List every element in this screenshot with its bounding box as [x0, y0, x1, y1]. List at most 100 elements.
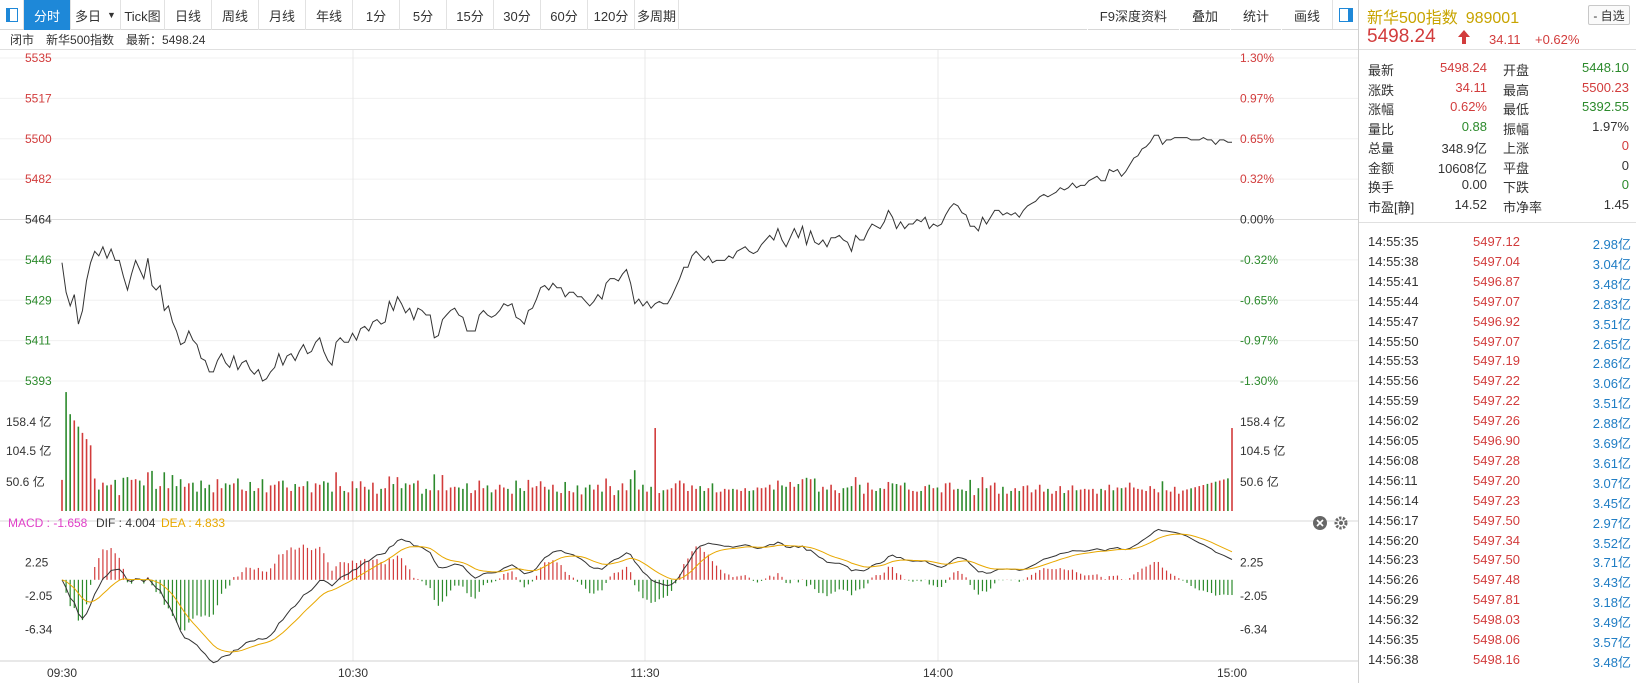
macd-bar	[1223, 579, 1225, 595]
volume-bar	[1112, 490, 1115, 511]
volume-bar	[916, 491, 918, 511]
macd-bar	[229, 579, 231, 586]
volume-bar	[61, 479, 63, 511]
tab-120min[interactable]: 120分	[588, 0, 635, 30]
macd-bar	[1104, 579, 1106, 580]
statistics-button[interactable]: 统计	[1229, 0, 1281, 30]
f9-deep-data-button[interactable]: F9深度资料	[1086, 0, 1179, 30]
volume-bar	[89, 445, 92, 511]
macd-bar	[977, 579, 979, 595]
stat-value: 34.11	[1455, 79, 1487, 95]
tick-volume: 3.71亿	[1592, 555, 1631, 571]
macd-bar	[544, 562, 546, 580]
volume-bar	[445, 490, 448, 511]
macd-bar	[1133, 574, 1135, 580]
up-arrow-icon	[1458, 30, 1470, 44]
tab-monthly[interactable]: 月线	[259, 0, 306, 30]
macd-bar	[114, 553, 116, 580]
tab-15min[interactable]: 15分	[447, 0, 494, 30]
volume-bar	[805, 477, 808, 511]
tab-daily[interactable]: 日线	[165, 0, 212, 30]
remove-watchlist-button[interactable]: - 自选	[1588, 5, 1630, 25]
dropdown-arrow-icon: ▼	[107, 10, 116, 20]
tab-1min[interactable]: 1分	[353, 0, 400, 30]
macd-bar	[1194, 579, 1196, 589]
stat-value: 0.88	[1461, 118, 1487, 134]
macd-bar	[895, 573, 898, 580]
quote-stats-table: 最新 5498.24 开盘 5448.10 涨跌 34.11 最高 5500.23 涨幅 0.62…	[1359, 58, 1636, 223]
price-tick-label: 5429	[25, 293, 52, 307]
tick-price: 5497.22	[1473, 393, 1520, 409]
macd-bar	[1219, 579, 1221, 596]
macd-bar	[568, 574, 570, 580]
volume-bar	[887, 481, 890, 511]
tab-tick[interactable]: Tick图	[121, 0, 165, 30]
volume-bar	[433, 474, 436, 511]
macd-bar	[384, 564, 386, 580]
tick-row: 14:56:32 5498.03 3.49亿	[1359, 610, 1636, 630]
volume-bar	[192, 482, 194, 511]
tick-row: 14:55:38 5497.04 3.04亿	[1359, 252, 1636, 272]
volume-bar	[854, 477, 857, 511]
volume-bar	[580, 494, 583, 511]
layout-toggle-icon[interactable]	[0, 0, 24, 29]
volume-bar	[1161, 481, 1164, 511]
volume-bar	[122, 477, 125, 511]
volume-bar	[998, 493, 1000, 511]
macd-bar	[965, 577, 967, 580]
macd-bar	[818, 579, 820, 593]
tab-multi-period[interactable]: 多周期	[635, 0, 679, 30]
volume-bar	[961, 489, 963, 511]
volume-bar	[93, 478, 96, 511]
tab-weekly[interactable]: 周线	[212, 0, 259, 30]
macd-bar	[445, 579, 448, 597]
volume-bar	[903, 482, 906, 511]
price-tick-label: 5446	[25, 253, 52, 267]
macd-close-icon[interactable]	[1313, 516, 1327, 530]
tab-intraday[interactable]: 分时	[24, 0, 71, 30]
macd-bar	[605, 579, 607, 583]
tab-multi-day[interactable]: 多日 ▼	[71, 0, 121, 30]
volume-bar	[1120, 488, 1123, 511]
index-title: 新华500指数	[1367, 10, 1458, 27]
macd-bar	[343, 562, 345, 580]
overlay-button[interactable]: 叠加	[1178, 0, 1230, 30]
tick-volume: 3.51亿	[1592, 316, 1631, 332]
volume-bars	[61, 392, 1233, 511]
intraday-chart[interactable]: 5535 5517 5500 5482 5464 5446 5429 5411 5393 1.3…	[0, 50, 1358, 683]
volume-bar	[85, 439, 88, 511]
volume-tick-label: 50.6 亿	[6, 474, 45, 489]
volume-bar	[1198, 486, 1201, 511]
volume-bar	[838, 493, 841, 511]
tick-price: 5497.48	[1473, 572, 1520, 588]
macd-bar	[973, 579, 975, 590]
tab-yearly[interactable]: 年线	[306, 0, 353, 30]
macd-bar	[298, 547, 300, 580]
macd-bar	[1080, 573, 1082, 580]
volume-bar	[449, 487, 452, 511]
macd-settings-icon[interactable]	[1334, 516, 1348, 530]
tick-volume: 3.52亿	[1592, 535, 1631, 551]
volume-bar	[654, 428, 656, 511]
tick-time: 14:55:44	[1368, 293, 1419, 309]
quote-panel: 新华500指数 989001 5498.24 34.11 +0.62% - 自选 …	[1358, 0, 1636, 683]
volume-bar	[249, 481, 251, 511]
volume-bar	[711, 483, 714, 511]
tab-multi-day-label: 多日	[75, 8, 102, 24]
volume-bar	[777, 480, 779, 511]
percent-tick-label: -0.32%	[1240, 253, 1278, 267]
volume-bar	[908, 489, 910, 511]
volume-bar	[768, 484, 771, 511]
macd-bar	[335, 566, 337, 580]
volume-bar	[560, 493, 562, 511]
volume-bar	[871, 489, 873, 511]
panel-toggle-icon[interactable]	[1332, 0, 1358, 29]
tab-60min[interactable]: 60分	[541, 0, 588, 30]
macd-bar	[691, 551, 693, 580]
volume-bar	[404, 483, 407, 511]
tab-5min[interactable]: 5分	[400, 0, 447, 30]
draw-line-button[interactable]: 画线	[1280, 0, 1332, 30]
tab-30min[interactable]: 30分	[494, 0, 541, 30]
tick-row: 14:55:44 5497.07 2.83亿	[1359, 292, 1636, 312]
macd-bar	[589, 579, 591, 594]
